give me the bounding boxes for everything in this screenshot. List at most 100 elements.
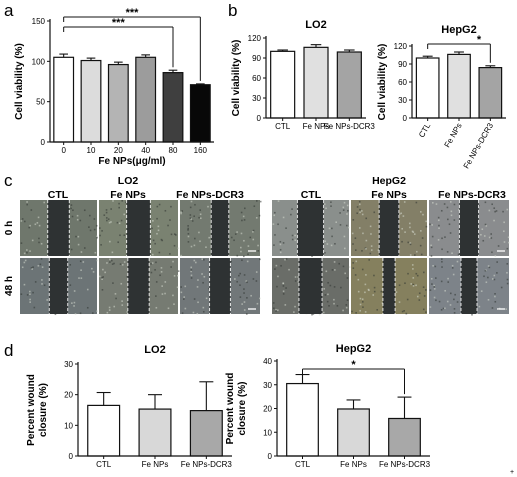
cell-speckle: [243, 207, 246, 210]
cell-speckle: [38, 224, 41, 227]
cell-speckle: [238, 274, 240, 277]
cell-speckle: [164, 281, 167, 283]
cell-speckle: [433, 296, 436, 299]
cell-speckle: [493, 207, 496, 209]
cell-speckle: [433, 286, 436, 288]
cell-speckle: [246, 260, 249, 263]
cell-speckle: [180, 291, 183, 294]
cell-speckle: [365, 247, 367, 250]
cell-speckle: [73, 305, 75, 307]
cell-speckle: [20, 242, 23, 244]
cell-speckle: [20, 220, 23, 222]
cell-speckle: [503, 221, 505, 224]
cell-speckle: [189, 214, 192, 216]
cell-speckle: [241, 259, 243, 262]
cell-speckle: [21, 218, 24, 220]
cell-speckle: [164, 292, 166, 295]
bar: [189, 410, 223, 457]
y-tick-label: 0: [69, 452, 74, 461]
x-tick-label: CTL: [295, 460, 311, 469]
cell-speckle: [111, 251, 114, 254]
cell-speckle: [230, 260, 232, 263]
y-tick-label: 50: [36, 98, 45, 107]
cell-speckle: [279, 243, 282, 246]
cell-speckle: [180, 212, 182, 215]
cell-speckle: [441, 237, 443, 240]
cell-speckle: [365, 217, 368, 220]
y-tick-label: 0: [403, 114, 408, 123]
cell-speckle: [376, 309, 379, 311]
cell-speckle: [46, 299, 49, 301]
cell-speckle: [203, 275, 206, 278]
cell-speckle: [161, 293, 164, 295]
cell-speckle: [119, 263, 122, 265]
cell-speckle: [243, 301, 246, 303]
cell-speckle: [23, 283, 26, 286]
cell-speckle: [174, 234, 177, 236]
cell-speckle: [92, 312, 94, 314]
cell-speckle: [370, 245, 373, 247]
bar: [80, 59, 102, 143]
cell-speckle: [102, 268, 104, 271]
wound-gap: [127, 258, 150, 314]
cell-speckle: [447, 277, 449, 280]
cell-speckle: [279, 251, 282, 254]
cell-speckle: [243, 288, 245, 290]
cell-speckle: [109, 240, 111, 243]
cell-speckle: [440, 209, 443, 212]
cell-speckle: [415, 272, 418, 275]
cell-speckle: [201, 258, 204, 260]
cell-speckle: [202, 306, 205, 309]
cell-speckle: [327, 281, 329, 284]
cell-speckle: [105, 217, 108, 219]
cell-speckle: [446, 251, 449, 253]
cell-speckle: [40, 258, 43, 260]
cell-speckle: [96, 235, 98, 238]
cell-speckle: [74, 313, 77, 315]
cell-speckle: [503, 230, 505, 233]
y-tick-label: 100: [32, 57, 46, 66]
cell-speckle: [328, 227, 331, 230]
cell-speckle: [54, 313, 57, 316]
cell-speckle: [205, 246, 207, 249]
cell-speckle: [236, 231, 238, 233]
cell-speckle: [432, 264, 434, 267]
cell-speckle: [496, 261, 498, 263]
cell-speckle: [446, 206, 449, 209]
cell-speckle: [441, 260, 443, 263]
cell-speckle: [243, 219, 246, 221]
cell-speckle: [29, 293, 31, 295]
cell-speckle: [294, 305, 296, 308]
cell-speckle: [372, 294, 375, 296]
cell-speckle: [454, 293, 456, 296]
cell-speckle: [346, 299, 349, 301]
cell-speckle: [152, 239, 155, 242]
cell-speckle: [377, 249, 380, 251]
cell-speckle: [71, 215, 74, 218]
cell-speckle: [493, 219, 495, 222]
x-axis-label: Fe NPs(μg/ml): [98, 156, 165, 167]
cell-speckle: [157, 229, 160, 232]
cell-speckle: [291, 208, 293, 210]
cell-speckle: [101, 289, 104, 291]
cell-speckle: [480, 233, 482, 236]
y-tick-label: 30: [252, 94, 261, 103]
micro-group-title-lo2: LO2: [118, 175, 139, 187]
cell-speckle: [194, 203, 196, 206]
cell-speckle: [252, 231, 254, 233]
cell-speckle: [409, 243, 412, 246]
cell-speckle: [370, 249, 373, 251]
cell-speckle: [259, 258, 261, 261]
cell-speckle: [355, 312, 357, 314]
chart-d-lo2-wound-closure: LO2 0 10 20 30 CTL Fe NPs Fe NPs-DCR3 Percent wo…: [26, 344, 232, 469]
cell-speckle: [29, 301, 31, 303]
cell-speckle: [257, 244, 259, 247]
cell-speckle: [187, 227, 190, 230]
cell-speckle: [361, 268, 364, 271]
cell-speckle: [507, 236, 510, 239]
cell-speckle: [121, 200, 124, 202]
wound-gap: [298, 258, 323, 314]
cell-speckle: [197, 279, 199, 281]
cell-speckle: [256, 302, 259, 305]
